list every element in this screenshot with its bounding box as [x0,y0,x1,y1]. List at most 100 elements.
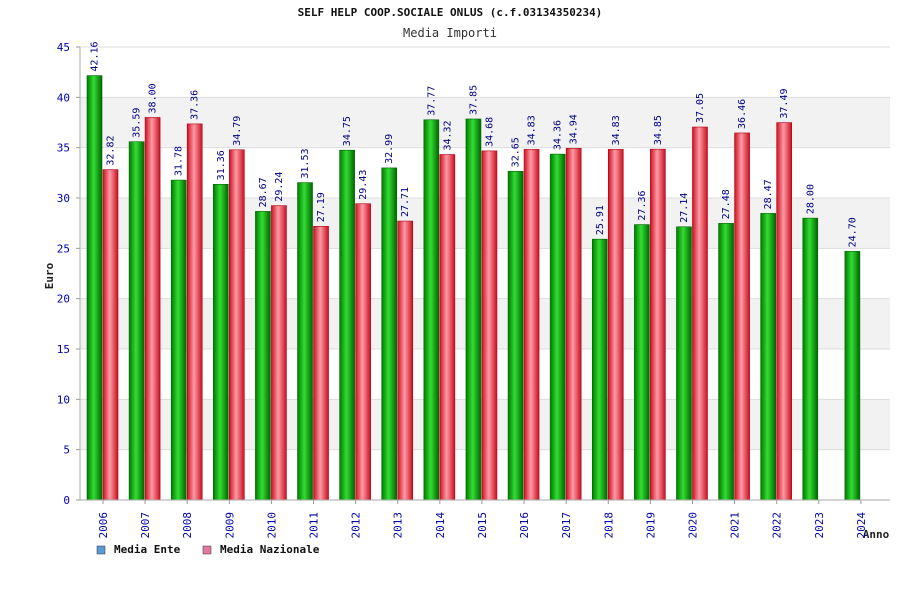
y-tick-label: 35 [57,142,70,155]
x-tick-label-2013: 2013 [392,512,405,539]
legend-item-media-nazionale: Media Nazionale [202,543,320,556]
data-label-media-ente-2022: 28.47 [763,179,774,209]
data-label-media-ente-2011: 31.53 [300,148,311,178]
x-tick-label-2017: 2017 [560,512,573,539]
x-tick-label-2007: 2007 [139,512,152,539]
x-tick-label-2009: 2009 [223,512,236,539]
y-tick-label: 20 [57,293,70,306]
legend-swatch-media-ente [96,545,106,555]
x-tick-label-2020: 2020 [686,512,699,539]
bar-media-ente-2016 [507,171,524,501]
data-label-media-ente-2009: 31.36 [216,150,227,180]
x-tick-label-2012: 2012 [350,512,363,539]
x-tick-label-2021: 2021 [729,512,742,539]
x-axis-label: Anno [863,528,890,541]
data-label-media-ente-2019: 27.36 [637,190,648,220]
bar-media-ente-2008 [170,179,187,501]
bar-media-ente-2024 [844,251,861,501]
bar-media-nazionale-2018 [607,149,624,501]
data-label-media-nazionale-2016: 34.83 [527,115,538,145]
x-tick-label-2022: 2022 [771,512,784,539]
bar-media-nazionale-2010 [271,205,287,501]
legend-item-media-ente: Media Ente [96,543,181,556]
y-axis-label: Euro [43,262,56,289]
data-label-media-ente-2020: 27.14 [679,193,690,223]
data-label-media-ente-2013: 32.99 [384,134,395,164]
data-label-media-nazionale-2011: 27.19 [316,192,327,222]
data-label-media-nazionale-2008: 37.36 [190,90,201,120]
y-tick-label: 45 [57,41,70,54]
bar-media-ente-2011 [297,182,313,501]
bar-media-nazionale-2013 [397,220,414,501]
x-tick-label-2024: 2024 [855,512,868,539]
data-label-media-ente-2016: 32.65 [511,137,522,167]
data-label-media-nazionale-2009: 34.79 [232,116,243,146]
data-label-media-nazionale-2015: 34.68 [484,117,495,147]
chart-subtitle: Media Importi [403,26,497,40]
x-tick-label-2019: 2019 [644,512,657,539]
data-label-media-ente-2010: 28.67 [258,177,269,207]
x-tick-label-2011: 2011 [308,512,321,539]
bar-media-ente-2009 [213,184,229,501]
x-tick-label-2018: 2018 [602,512,615,539]
bar-media-nazionale-2022 [776,122,792,501]
bar-media-ente-2010 [255,211,271,501]
x-tick-label-2008: 2008 [181,512,194,539]
data-label-media-ente-2017: 34.36 [553,120,564,150]
x-tick-label-2016: 2016 [518,512,531,539]
bar-media-nazionale-2017 [565,147,582,501]
data-label-media-ente-2014: 37.77 [426,86,437,116]
y-tick-label: 40 [57,91,70,104]
data-label-media-nazionale-2017: 34.94 [569,114,580,144]
bar-media-ente-2013 [381,167,398,501]
data-label-media-nazionale-2014: 34.32 [442,120,453,150]
x-tick-label-2006: 2006 [97,512,110,539]
bar-media-ente-2023 [802,217,819,501]
legend-label-media-ente: Media Ente [114,543,181,556]
bar-media-nazionale-2009 [229,149,245,501]
bar-media-ente-2007 [128,141,145,501]
bar-media-nazionale-2019 [650,148,666,501]
legend-swatch-media-nazionale [202,545,212,555]
data-label-media-ente-2012: 34.75 [342,116,353,146]
data-label-media-nazionale-2012: 29.43 [358,170,369,200]
data-label-media-ente-2023: 28.00 [805,184,816,214]
bar-media-ente-2017 [549,153,566,501]
bar-media-nazionale-2007 [144,117,161,501]
bar-media-nazionale-2016 [523,149,540,501]
x-tick-label-2015: 2015 [476,512,489,539]
y-tick-label: 10 [57,393,70,406]
data-label-media-nazionale-2018: 34.83 [611,115,622,145]
bar-media-nazionale-2020 [692,126,708,501]
legend: Media Ente Media Nazionale [96,543,320,556]
bar-media-ente-2022 [760,213,776,501]
legend-label-media-nazionale: Media Nazionale [220,543,320,556]
data-label-media-nazionale-2020: 37.05 [695,93,706,123]
bar-media-ente-2020 [676,226,692,501]
y-tick-label: 25 [57,242,70,255]
data-label-media-nazionale-2021: 36.46 [737,99,748,129]
data-label-media-nazionale-2006: 32.82 [106,136,117,166]
data-label-media-ente-2018: 25.91 [595,205,606,235]
data-label-media-nazionale-2010: 29.24 [274,172,285,202]
data-label-media-ente-2007: 35.59 [132,108,143,138]
grid-band [80,97,890,148]
bar-media-ente-2012 [339,149,355,501]
data-label-media-nazionale-2019: 34.85 [653,115,664,145]
bar-media-nazionale-2021 [734,132,750,501]
y-tick-label: 15 [57,343,70,356]
bar-media-nazionale-2006 [102,169,119,501]
y-tick-label: 30 [57,192,70,205]
data-label-media-ente-2024: 24.70 [847,217,858,247]
y-tick-label: 5 [63,444,70,457]
bar-media-ente-2018 [591,238,608,501]
bar-media-ente-2019 [634,224,650,501]
data-label-media-nazionale-2013: 27.71 [400,187,411,217]
data-label-media-nazionale-2022: 37.49 [779,88,790,118]
data-label-media-ente-2021: 27.48 [721,189,732,219]
bar-media-nazionale-2012 [355,203,371,501]
bar-media-ente-2006 [86,75,103,501]
bar-media-nazionale-2011 [313,225,329,501]
